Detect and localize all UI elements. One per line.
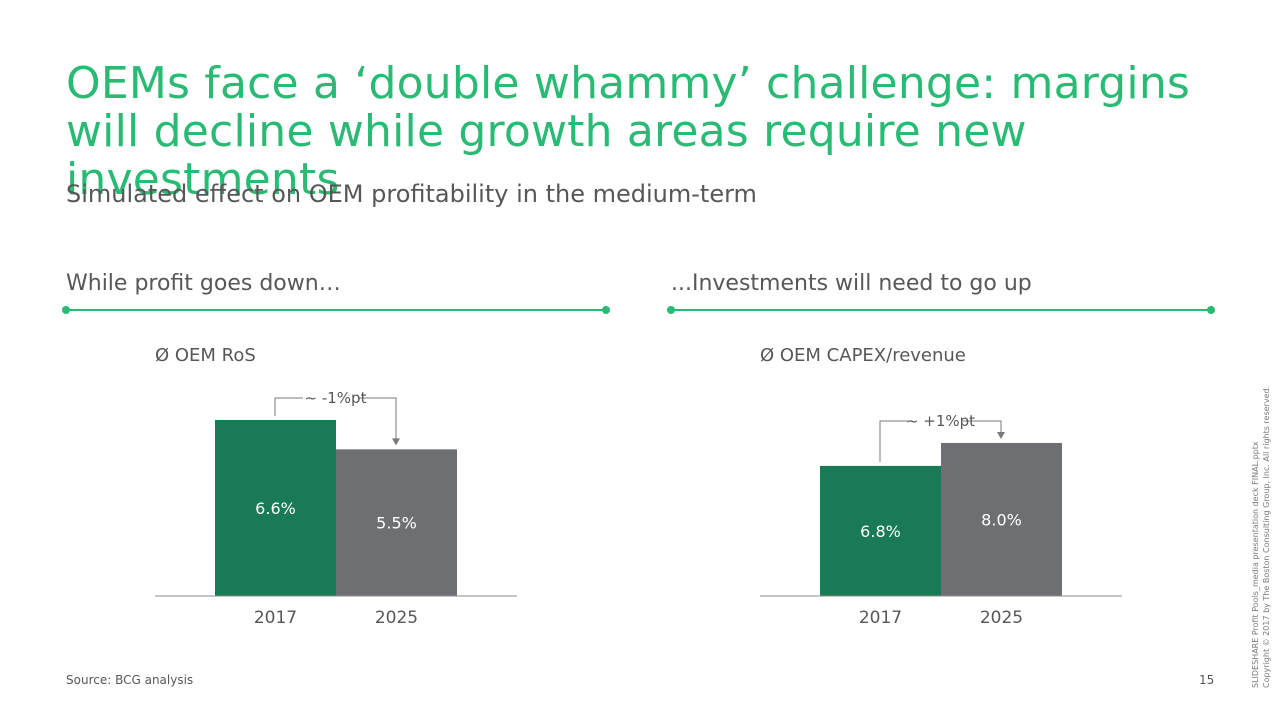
value-label-2017: 6.6% <box>255 499 296 518</box>
change-connector <box>274 397 397 440</box>
value-label-2025: 8.0% <box>981 510 1022 529</box>
page-number: 15 <box>1199 673 1215 687</box>
section-divider-right <box>667 306 1215 314</box>
bar-2017 <box>820 465 941 596</box>
change-connector <box>879 420 1002 462</box>
section-heading-left: While profit goes down… <box>66 271 341 296</box>
section-heading-right: ...Investments will need to go up <box>671 271 1032 296</box>
value-label-2017: 6.8% <box>860 522 901 541</box>
file-name-note: SLIDESHARE Profit Pools_media presentati… <box>1251 441 1260 688</box>
slide-subtitle: Simulated effect on OEM profitability in… <box>66 180 757 208</box>
ros-bar-chart: 6.6% 2017 5.5% 2025 ~ -1%pt <box>155 389 517 628</box>
arrow-down-icon <box>392 438 400 446</box>
section-divider-left <box>62 306 610 314</box>
change-annotation: ~ -1%pt <box>305 389 367 407</box>
bar-2025 <box>941 442 1062 596</box>
chart-title-ros: Ø OEM RoS <box>155 345 256 366</box>
copyright-text: Copyright © 2017 by The Boston Consultin… <box>1262 385 1271 688</box>
bar-2017 <box>215 420 336 596</box>
category-label-2017: 2017 <box>254 608 297 628</box>
value-label-2025: 5.5% <box>376 514 417 533</box>
arrow-down-icon <box>997 431 1005 439</box>
bar-2025 <box>336 449 457 596</box>
change-annotation: ~ +1%pt <box>906 412 975 430</box>
category-label-2017: 2017 <box>859 608 902 628</box>
category-label-2025: 2025 <box>980 608 1023 628</box>
source-note: Source: BCG analysis <box>66 673 194 687</box>
category-label-2025: 2025 <box>375 608 418 628</box>
copyright-note: SLIDESHARE Profit Pools_media presentati… <box>1250 386 1272 688</box>
capex-bar-chart: 6.8% 2017 8.0% 2025 ~ +1%pt <box>760 412 1122 628</box>
slide-title: OEMs face a ‘double whammy’ challenge: m… <box>66 58 1191 205</box>
chart-title-capex: Ø OEM CAPEX/revenue <box>760 345 966 366</box>
